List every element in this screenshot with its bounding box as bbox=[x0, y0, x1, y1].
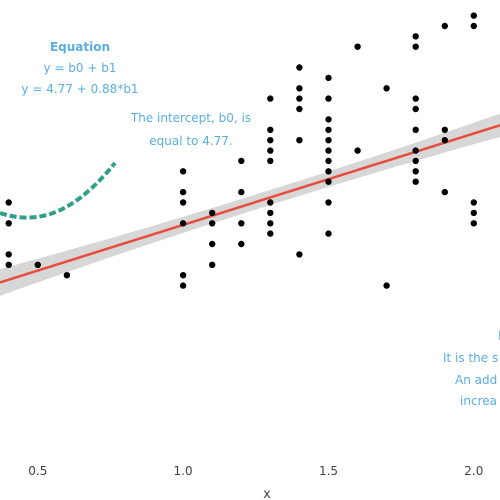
annotation-arrow bbox=[0, 161, 117, 220]
data-point bbox=[325, 74, 332, 82]
intercept-note-line-2: equal to 4.77. bbox=[149, 134, 233, 148]
data-point bbox=[296, 105, 303, 113]
data-point bbox=[238, 240, 245, 248]
data-point bbox=[412, 95, 419, 102]
equation-title: Equation bbox=[50, 40, 110, 54]
data-point bbox=[441, 137, 448, 144]
data-point bbox=[209, 220, 216, 227]
x-tick-label: 1.0 bbox=[174, 464, 193, 478]
data-point bbox=[296, 64, 303, 71]
data-point bbox=[34, 261, 41, 268]
equation-line-1: y = b0 + b1 bbox=[44, 61, 117, 75]
data-point bbox=[267, 199, 274, 206]
data-point bbox=[63, 272, 71, 279]
regression-line-layer bbox=[0, 124, 500, 284]
data-point bbox=[267, 147, 274, 154]
data-point bbox=[325, 168, 332, 175]
data-point bbox=[441, 188, 448, 196]
data-point bbox=[383, 282, 390, 289]
intercept-note-line-1: The intercept, b0, is bbox=[130, 111, 251, 125]
data-point bbox=[179, 168, 187, 175]
data-point bbox=[412, 168, 419, 175]
x-axis-title: x bbox=[263, 487, 271, 500]
data-point bbox=[296, 85, 303, 92]
data-point bbox=[325, 116, 332, 123]
data-point bbox=[470, 22, 477, 30]
data-point bbox=[441, 126, 448, 133]
data-point bbox=[354, 147, 361, 154]
data-point bbox=[412, 126, 419, 133]
data-point bbox=[325, 95, 332, 102]
data-point bbox=[267, 95, 274, 102]
data-point bbox=[325, 147, 332, 154]
data-point bbox=[179, 188, 187, 196]
x-tick-label: 1.5 bbox=[319, 464, 338, 478]
equation-line-2: y = 4.77 + 0.88*b1 bbox=[21, 82, 138, 96]
data-point bbox=[296, 137, 303, 144]
data-point bbox=[412, 178, 419, 185]
data-point bbox=[470, 209, 477, 217]
slope-note-line-3: An add bbox=[455, 373, 497, 387]
data-point bbox=[267, 157, 274, 165]
data-point bbox=[238, 188, 245, 196]
data-point bbox=[325, 126, 332, 133]
data-point bbox=[5, 220, 12, 227]
data-point bbox=[412, 43, 419, 50]
data-point bbox=[296, 251, 303, 258]
data-point bbox=[179, 199, 187, 206]
data-point bbox=[296, 95, 303, 102]
scatter-points-layer bbox=[5, 12, 477, 289]
x-tick-label: 0.5 bbox=[28, 464, 47, 478]
data-point bbox=[179, 282, 187, 289]
data-point bbox=[441, 22, 448, 30]
data-point bbox=[5, 261, 12, 268]
data-point bbox=[325, 178, 332, 185]
data-point bbox=[412, 33, 419, 40]
data-point bbox=[267, 220, 274, 227]
slope-note-line-4: increa bbox=[460, 394, 497, 408]
data-point bbox=[267, 230, 274, 237]
data-point bbox=[5, 251, 12, 258]
data-point bbox=[238, 157, 245, 165]
slope-note-line-1: B bbox=[498, 329, 500, 343]
data-point bbox=[354, 43, 361, 50]
x-tick-layer: 0.5 1.0 1.5 2.0 bbox=[28, 464, 483, 478]
data-point bbox=[179, 272, 187, 279]
data-point bbox=[325, 157, 332, 165]
data-point bbox=[325, 137, 332, 144]
data-point bbox=[470, 220, 477, 227]
data-point bbox=[470, 199, 477, 206]
regression-line bbox=[0, 124, 500, 284]
data-point bbox=[209, 261, 216, 268]
data-point bbox=[325, 199, 332, 206]
data-point bbox=[5, 199, 12, 206]
data-point bbox=[267, 209, 274, 217]
data-point bbox=[179, 220, 187, 227]
slope-note-line-2: It is the s bbox=[443, 351, 498, 365]
data-point bbox=[267, 126, 274, 133]
data-point bbox=[267, 137, 274, 144]
data-point bbox=[412, 147, 419, 154]
data-point bbox=[209, 209, 216, 217]
data-point bbox=[383, 85, 390, 92]
data-point bbox=[238, 220, 245, 227]
data-point bbox=[470, 12, 477, 19]
data-point bbox=[209, 240, 216, 248]
x-tick-label: 2.0 bbox=[464, 464, 483, 478]
data-point bbox=[412, 157, 419, 165]
data-point bbox=[325, 230, 332, 237]
data-point bbox=[412, 105, 419, 113]
